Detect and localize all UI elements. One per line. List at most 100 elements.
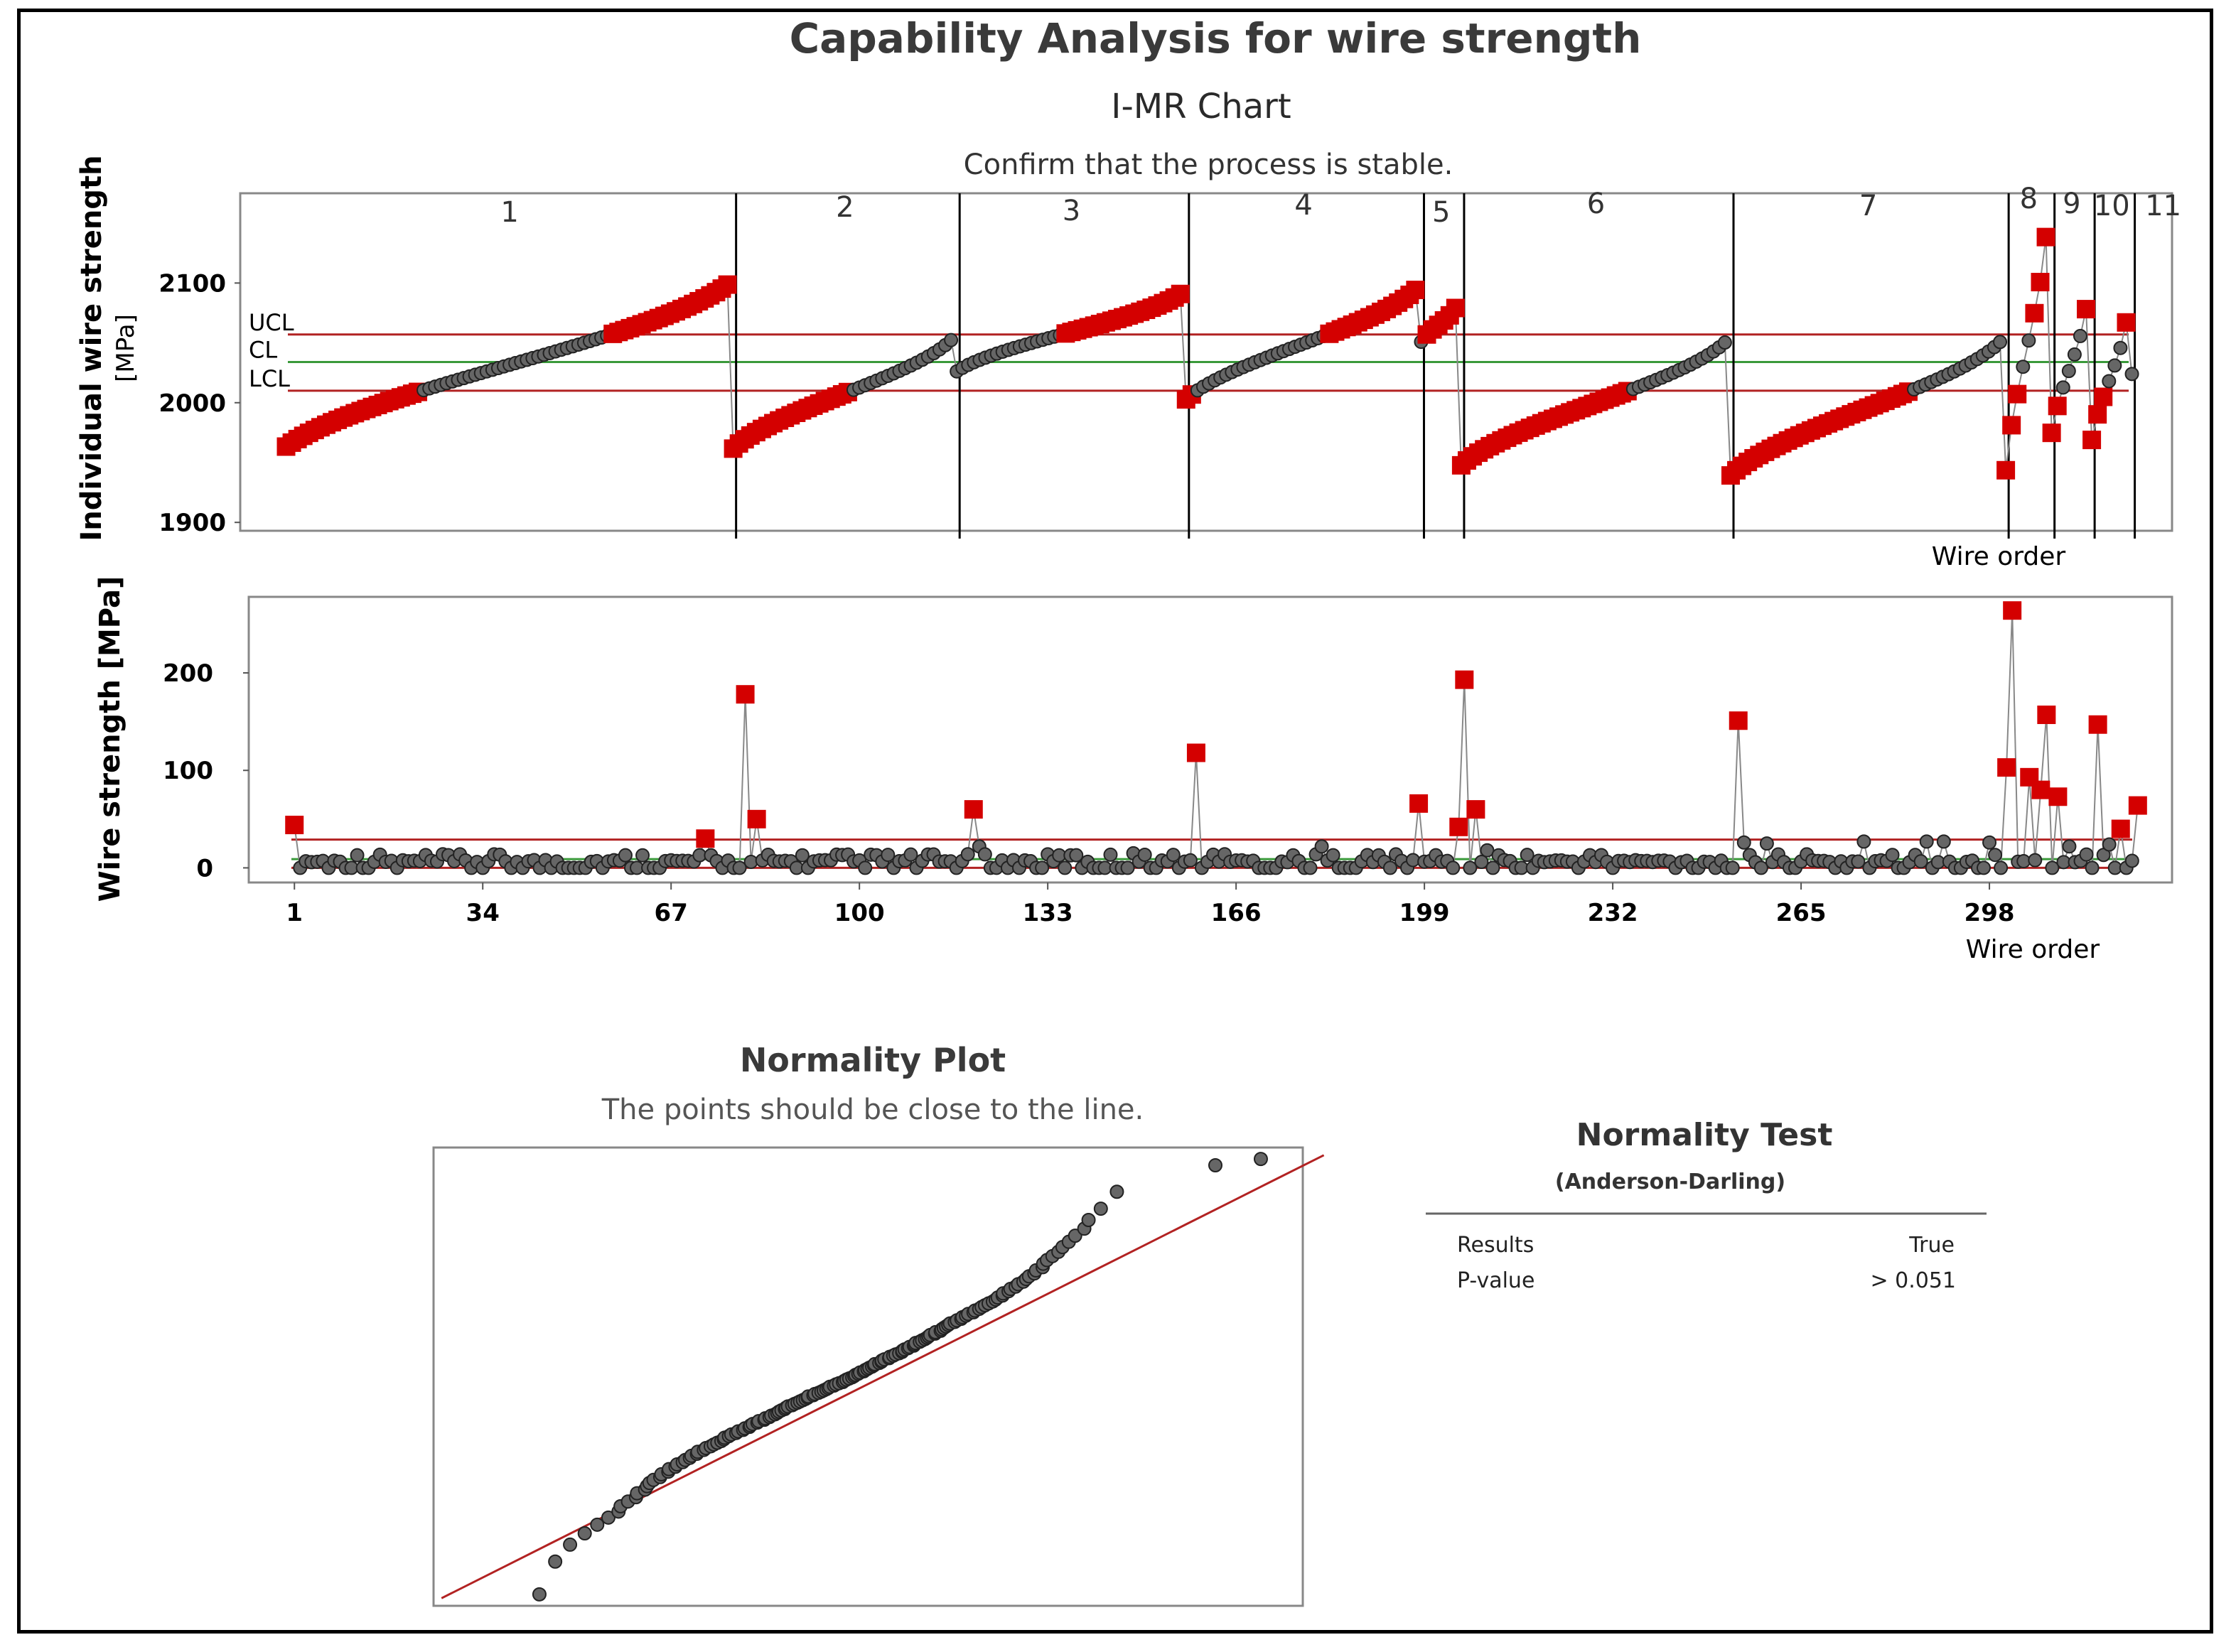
mr-xtick-label: 100	[834, 899, 885, 927]
mr-point	[1183, 853, 1198, 868]
mr-ytick-label: 200	[163, 659, 213, 688]
mr-point-out	[1409, 794, 1429, 813]
individuals-point	[2021, 333, 2036, 348]
normality-plot-frame	[432, 1146, 1304, 1607]
mr-xtick-label: 67	[655, 899, 688, 927]
report-frame	[17, 9, 2213, 1634]
mr-series-line	[294, 610, 2139, 870]
mr-point	[1326, 848, 1340, 863]
normality-point	[1068, 1229, 1082, 1243]
normality-test-title: Normality Test	[1576, 1117, 1833, 1153]
individuals-point	[2113, 340, 2128, 355]
individuals-point-out	[1406, 281, 1425, 300]
stage-label-8: 8	[2020, 183, 2038, 215]
mr-point	[1166, 848, 1181, 863]
chart-subtitle: I-MR Chart	[1111, 87, 1291, 126]
stage-label-6: 6	[1587, 188, 1605, 220]
results-label: Results	[1457, 1233, 1534, 1258]
normality-point	[577, 1526, 592, 1541]
mr-point	[1382, 860, 1397, 875]
individuals-point	[2055, 380, 2070, 395]
stage-label-3: 3	[1063, 195, 1080, 227]
mr-point-out	[747, 809, 766, 828]
individuals-ucl-label: UCL	[249, 309, 294, 336]
mr-point	[1137, 847, 1152, 862]
mr-point	[1759, 836, 1774, 851]
individuals-point-out	[2077, 300, 2096, 319]
stage-label-4: 4	[1294, 189, 1312, 222]
mr-point	[1069, 848, 1084, 863]
mr-xtick-label: 298	[1964, 899, 2015, 927]
individuals-point	[2067, 347, 2082, 362]
mr-point-out	[2111, 819, 2130, 838]
normality-point	[601, 1510, 616, 1525]
normality-point	[563, 1537, 578, 1552]
individuals-point	[2061, 364, 2076, 379]
stage-label-7: 7	[1859, 190, 1877, 222]
mr-point	[1913, 854, 1928, 869]
stage-label-11: 11	[2145, 190, 2181, 222]
normality-fit-line	[441, 1154, 1325, 1599]
mr-xtick-label: 232	[1588, 899, 1638, 927]
mr-point-out	[1186, 743, 1205, 762]
mr-point	[2045, 860, 2060, 875]
mr-point	[2079, 847, 2094, 862]
mr-point	[1314, 839, 1329, 854]
individuals-point	[2016, 360, 2031, 374]
mr-ytick-label: 0	[196, 854, 213, 882]
mr-point	[618, 848, 633, 863]
mr-point	[1485, 860, 1500, 875]
mr-point-out	[2037, 706, 2056, 725]
stage-label-5: 5	[1432, 196, 1450, 229]
individuals-ytick-label: 1900	[158, 509, 226, 537]
mr-xlabel: Wire order	[1966, 935, 2100, 964]
mr-point	[1736, 835, 1751, 850]
individuals-point-out	[2042, 423, 2061, 443]
mr-point	[2062, 839, 2077, 854]
individuals-ytick-label: 2000	[158, 389, 226, 418]
individuals-point-out	[2082, 431, 2102, 450]
mr-point-out	[736, 685, 755, 704]
normality-point	[532, 1587, 547, 1602]
pvalue-label: P-value	[1457, 1268, 1534, 1293]
mr-point	[1303, 860, 1318, 875]
individuals-point	[2073, 328, 2087, 343]
individuals-ylabel-unit: [MPa]	[112, 314, 140, 382]
individuals-point	[2124, 367, 2139, 382]
mr-point-out	[696, 829, 715, 848]
normality-plot: Normality Plot The points should be clos…	[432, 1041, 1325, 1607]
individuals-point-out	[1996, 460, 2016, 480]
individuals-point-out	[1171, 284, 1190, 303]
mr-xtick-label: 34	[466, 899, 500, 927]
mr-point	[960, 847, 975, 862]
normality-point	[1081, 1212, 1096, 1227]
normality-plot-subtitle: The points should be close to the line.	[601, 1094, 1144, 1126]
stage-label-9: 9	[2063, 188, 2080, 220]
mr-point-out	[2031, 780, 2050, 799]
mr-point-out	[964, 800, 983, 819]
mr-point	[1919, 834, 1934, 849]
mr-point	[732, 860, 747, 875]
mr-point	[1103, 847, 1118, 862]
mr-point	[2102, 837, 2117, 852]
mr-point	[350, 848, 365, 863]
mr-point	[881, 848, 896, 863]
mr-point	[1725, 860, 1740, 875]
mr-point-out	[2088, 715, 2107, 734]
mr-point	[1058, 860, 1073, 875]
individuals-point-out	[2025, 303, 2044, 323]
normality-point	[1253, 1152, 1268, 1167]
mr-point	[858, 860, 873, 875]
results-value: True	[1908, 1233, 1955, 1258]
mr-xtick-label: 265	[1776, 899, 1827, 927]
stability-note: Confirm that the process is stable.	[964, 149, 1453, 181]
individuals-chart: Individual wire strength [MPa] 1900 2000 2…	[75, 155, 2181, 571]
mr-point	[1120, 860, 1135, 875]
individuals-point-out	[1446, 298, 1465, 318]
normality-point	[590, 1517, 605, 1532]
normality-point	[1093, 1202, 1108, 1216]
mr-point	[2028, 853, 2043, 868]
normality-plot-title: Normality Plot	[740, 1041, 1006, 1079]
